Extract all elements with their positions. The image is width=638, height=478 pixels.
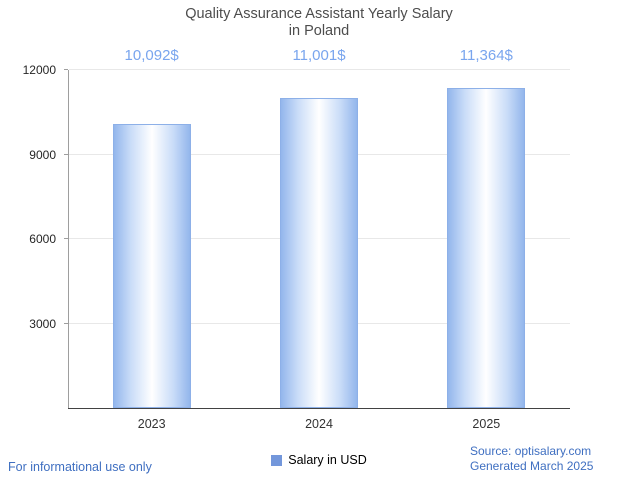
x-axis-label: 2024 (305, 417, 333, 431)
gridline (69, 69, 570, 70)
footer-disclaimer: For informational use only (8, 460, 152, 474)
chart-title-line2: in Poland (288, 23, 350, 39)
y-axis-tick-mark (64, 69, 68, 70)
y-axis-tick-mark (64, 153, 68, 155)
legend-label: Salary in USD (288, 453, 367, 467)
footer-source-block: Source: optisalary.com Generated March 2… (470, 444, 593, 474)
chart-title: Quality Assurance Assistant Yearly Salar… (0, 6, 638, 40)
x-axis-label: 2025 (472, 417, 501, 431)
footer-source: Source: optisalary.com (470, 444, 592, 458)
y-axis-tick-label: 12000 (22, 63, 56, 77)
bar-value-label: 10,092$ (124, 47, 179, 64)
y-axis-tick-label: 6000 (29, 232, 56, 246)
y-axis-tick-label: 3000 (29, 316, 56, 331)
bar-2024 (280, 98, 358, 408)
y-axis-line (68, 70, 69, 408)
bar-2023 (112, 123, 191, 408)
y-axis-tick-labels: 3000 6000 9000 12000 (8, 63, 62, 408)
x-axis-line (68, 408, 570, 409)
legend: Salary in USD (0, 453, 638, 467)
bar-2025 (447, 87, 526, 408)
x-axis-label: 2023 (137, 417, 166, 431)
y-axis-tick-mark (64, 238, 68, 239)
chart-title-line1: Quality Assurance Assistant Yearly Salar… (185, 6, 453, 22)
bar-value-label: 11,001$ (292, 47, 346, 64)
y-axis-tick-label: 9000 (29, 147, 56, 162)
bar-value-label: 11,364$ (459, 47, 513, 64)
legend-marker-icon (271, 454, 283, 466)
y-axis-tick-mark (64, 322, 68, 324)
footer-generated: Generated March 2025 (470, 459, 594, 473)
plot-area: 10,092$ 2023 11,001$ 2024 11,364$ 2025 (64, 47, 570, 431)
